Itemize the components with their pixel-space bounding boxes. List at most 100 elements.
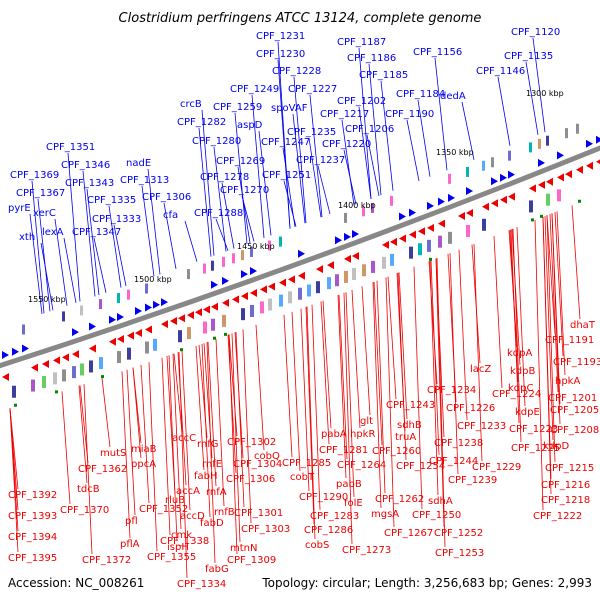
reverse-gene-arrow — [2, 372, 9, 381]
reverse-gene-label: rnfA — [206, 487, 227, 498]
reverse-gene-label: CPF_1239 — [448, 475, 497, 486]
forward-label-connector — [358, 106, 372, 199]
reverse-label-connector — [178, 351, 188, 579]
forward-gene-arrow — [352, 229, 359, 238]
feature-band-block — [362, 264, 366, 277]
scale-label: 1300 kbp — [526, 89, 564, 98]
feature-band-block — [80, 363, 84, 376]
reverse-gene-arrow — [260, 285, 267, 294]
reverse-label-connector — [435, 258, 445, 438]
genome-backbone — [0, 145, 600, 369]
feature-band-block — [409, 246, 413, 259]
reverse-gene-label: CPF_1273 — [342, 545, 391, 556]
label-connector-lines — [9, 37, 581, 579]
feature-band-block — [117, 293, 120, 304]
reverse-gene-label: dhaT — [570, 320, 596, 331]
forward-gene-label: spoVAF — [271, 103, 308, 114]
forward-gene-label: aspD — [237, 120, 263, 131]
reverse-label-connector — [554, 212, 564, 357]
reverse-gene-label: truA — [395, 432, 416, 443]
feature-band-block — [466, 166, 469, 177]
reverse-gene-label: CPF_1302 — [227, 437, 276, 448]
reverse-label-connector — [207, 341, 217, 487]
forward-gene-label: CPF_1343 — [65, 178, 114, 189]
forward-gene-label: CPF_1230 — [256, 49, 305, 60]
forward-gene-label: crcB — [180, 99, 202, 110]
feature-band-block — [62, 369, 66, 382]
reverse-gene-label: CPF_1334 — [177, 579, 226, 590]
forward-label-connector — [417, 99, 431, 177]
reverse-label-connector — [516, 227, 526, 407]
scale-marks: 1550 kbp 1500 kbp 1450 kbp 1400 kbp 1350 kbp… — [28, 89, 564, 304]
reverse-gene-label: pfl — [125, 516, 138, 527]
reverse-label-connector — [372, 282, 382, 509]
reverse-gene-arrow — [546, 177, 553, 186]
feature-band-block — [482, 218, 486, 231]
reverse-gene-label: sdhB — [397, 420, 422, 431]
reverse-gene-arrow — [127, 331, 134, 340]
forward-label-connector — [309, 94, 323, 218]
forward-label-connector — [343, 149, 357, 205]
feature-band-block — [260, 301, 264, 314]
reverse-gene-arrow — [458, 212, 465, 221]
forward-gene-arrow — [335, 236, 342, 245]
feature-band-block — [307, 284, 311, 297]
reverse-gene-label: fabD — [200, 518, 224, 529]
forward-gene-label: CPF_1313 — [120, 175, 169, 186]
forward-gene-arrow — [135, 306, 142, 315]
reverse-gene-arrow — [298, 271, 305, 280]
forward-gene-label: CPF_1220 — [322, 139, 371, 150]
forward-gene-arrow — [222, 276, 229, 285]
feature-band-block — [546, 135, 549, 146]
feature-band-block — [438, 235, 442, 248]
reverse-gene-arrow — [327, 261, 334, 270]
feature-band-block — [222, 314, 226, 327]
summary-label: Topology: circular; Length: 3,256,683 bp… — [261, 576, 592, 590]
feature-band-block — [529, 200, 533, 213]
feature-band-block — [127, 347, 131, 360]
reverse-label-connector — [181, 350, 191, 511]
reverse-gene-label: accA — [176, 486, 200, 497]
forward-gene-label: CPF_1280 — [192, 136, 241, 147]
reverse-gene-arrow — [288, 275, 295, 284]
reverse-gene-label: cobT — [290, 472, 315, 483]
feature-band-block — [12, 385, 16, 398]
reverse-label-connector — [177, 352, 187, 486]
reverse-gene-arrow — [508, 192, 515, 201]
reverse-gene-arrow — [438, 219, 445, 228]
forward-gene-arrow — [557, 151, 564, 160]
reverse-gene-arrow — [89, 344, 96, 353]
reverse-gene-label: CPF_1394 — [8, 532, 57, 543]
reverse-gene-arrow — [241, 292, 248, 301]
reverse-gene-arrow — [596, 159, 600, 164]
feature-band-block — [529, 142, 532, 153]
forward-label-connector — [368, 63, 382, 196]
reverse-gene-label: CPF_1201 — [548, 393, 597, 404]
reverse-gene-label: CPF_1285 — [282, 458, 331, 469]
forward-label-connector — [163, 202, 177, 269]
reverse-label-connector — [173, 353, 183, 433]
reverse-gene-arrow — [586, 161, 593, 170]
reverse-label-connector — [79, 385, 89, 464]
reverse-gene-label: CPF_1370 — [60, 505, 109, 516]
reverse-gene-label: CPF_1355 — [147, 552, 196, 563]
feature-band-block — [448, 231, 452, 244]
forward-gene-arrow — [89, 322, 96, 331]
map-title: Clostridium perfringens ATCC 13124, comp… — [119, 11, 482, 26]
reverse-gene-label: ppcA — [131, 459, 156, 470]
forward-label-connector — [358, 47, 372, 199]
forward-label-connector — [54, 218, 68, 306]
feature-band-block — [22, 324, 25, 335]
reverse-gene-labels: dhaT CPF_1191 kdpA CPF_1193 kdpB hpkA lacZ kdpC… — [8, 320, 600, 590]
feature-band-block — [145, 283, 148, 294]
forward-gene-label: CPF_1251 — [262, 170, 311, 181]
feature-band-block — [382, 256, 386, 269]
reverse-gene-label: accC — [172, 433, 196, 444]
reverse-gene-label: CPF_1208 — [550, 425, 599, 436]
gc-dot — [531, 218, 534, 222]
reverse-gene-arrow — [232, 295, 239, 304]
forward-label-connector — [93, 237, 107, 293]
reverse-gene-arrow — [222, 298, 229, 307]
feature-band-block — [576, 123, 579, 134]
feature-band-block — [203, 321, 207, 334]
